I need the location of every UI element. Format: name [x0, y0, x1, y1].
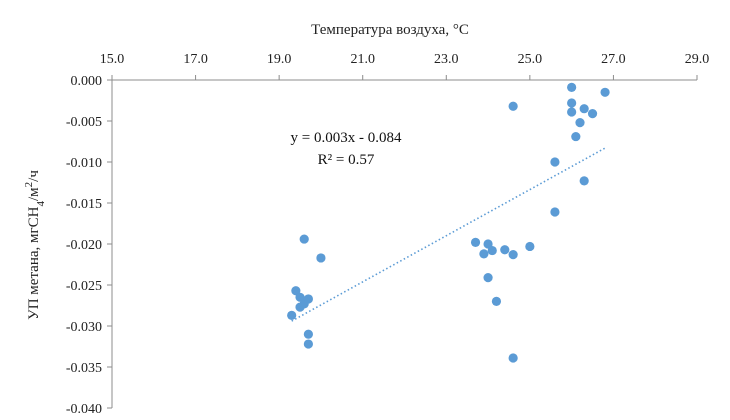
- y-axis-title: УП метана, мгCH4/м2/ч: [23, 170, 47, 320]
- data-point: [587, 109, 598, 119]
- data-point: [303, 329, 313, 339]
- y-axis-title-part-2: /м: [26, 187, 42, 201]
- data-point: [571, 131, 581, 142]
- y-tick-label: -0.030: [66, 320, 102, 335]
- data-point: [500, 245, 510, 255]
- y-axis-ticks: 0.000 -0.005 -0.010 -0.015 -0.020 -0.025 -0.03…: [66, 74, 112, 417]
- data-point: [579, 104, 589, 114]
- y-tick-label: -0.010: [66, 156, 102, 171]
- data-point: [508, 250, 518, 260]
- y-tick-label: -0.005: [66, 115, 102, 130]
- data-point: [491, 296, 502, 306]
- y-axis-title-part-3: /ч: [26, 170, 42, 182]
- data-point: [508, 353, 518, 363]
- data-points: [287, 82, 610, 363]
- x-tick-label: 23.0: [434, 52, 459, 67]
- data-point: [483, 273, 493, 283]
- y-tick-label: -0.035: [66, 361, 102, 376]
- data-point: [303, 294, 313, 304]
- data-point: [470, 237, 481, 247]
- trendline: [291, 147, 606, 322]
- x-tick-label: 29.0: [685, 52, 710, 67]
- data-point: [487, 245, 497, 256]
- r-squared-label: R² = 0.57: [318, 152, 375, 168]
- data-point: [550, 207, 560, 217]
- y-tick-label: -0.040: [66, 402, 102, 417]
- data-point: [316, 253, 326, 263]
- data-point: [600, 87, 610, 97]
- y-axis-title-sub-4: 4: [35, 200, 47, 206]
- data-point: [295, 292, 305, 302]
- y-tick-label: -0.015: [66, 197, 102, 212]
- data-point: [567, 107, 577, 117]
- x-tick-label: 27.0: [601, 52, 626, 67]
- data-point: [483, 239, 493, 249]
- data-point: [579, 176, 589, 186]
- data-point: [575, 118, 585, 128]
- data-point: [303, 339, 313, 349]
- trendline-equation: y = 0.003x - 0.084: [291, 130, 402, 146]
- x-tick-label: 25.0: [518, 52, 543, 67]
- y-tick-label: -0.020: [66, 238, 102, 253]
- x-tick-label: 15.0: [100, 52, 125, 67]
- x-tick-label: 17.0: [183, 52, 208, 67]
- y-axis-title-sup-2: 2: [23, 182, 35, 188]
- x-axis-title: Температура воздуха, °C: [311, 22, 469, 38]
- x-tick-label: 21.0: [350, 52, 375, 67]
- data-point: [299, 234, 309, 244]
- data-point: [508, 101, 518, 111]
- data-point: [525, 241, 535, 252]
- data-point: [567, 82, 577, 92]
- data-point: [291, 286, 301, 296]
- data-point: [287, 310, 297, 320]
- x-axis-ticks: 15.0 17.0 19.0 21.0 23.0 25.0 27.0 29.0: [100, 52, 710, 80]
- data-point: [567, 98, 577, 108]
- y-tick-label: -0.025: [66, 279, 102, 294]
- data-point: [550, 157, 560, 167]
- y-axis-title-part-1: УП метана, мгCH: [26, 206, 42, 320]
- x-tick-label: 19.0: [267, 52, 292, 67]
- data-point: [479, 249, 489, 259]
- y-tick-label: 0.000: [71, 74, 103, 89]
